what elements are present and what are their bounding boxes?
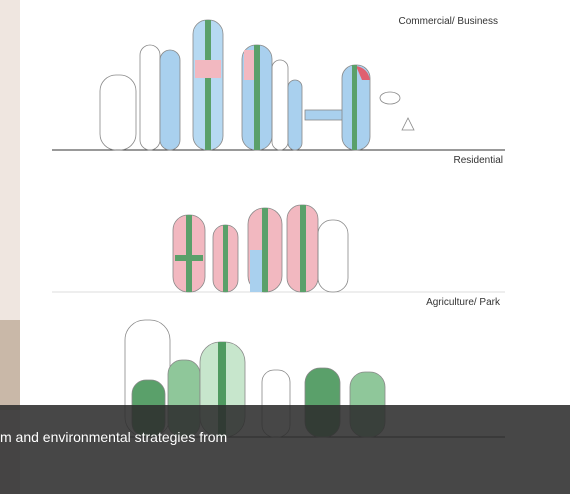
caption-bar: m and environmental strategies from bbox=[0, 405, 570, 494]
side-image-base bbox=[0, 320, 20, 410]
section-label: Residential bbox=[454, 155, 503, 166]
caption-text: m and environmental strategies from bbox=[0, 429, 228, 445]
residential-pods bbox=[172, 204, 349, 293]
section-label: Commercial/ Business bbox=[399, 16, 498, 27]
section-label: Agriculture/ Park bbox=[426, 297, 501, 308]
commercial-pods bbox=[99, 19, 415, 151]
